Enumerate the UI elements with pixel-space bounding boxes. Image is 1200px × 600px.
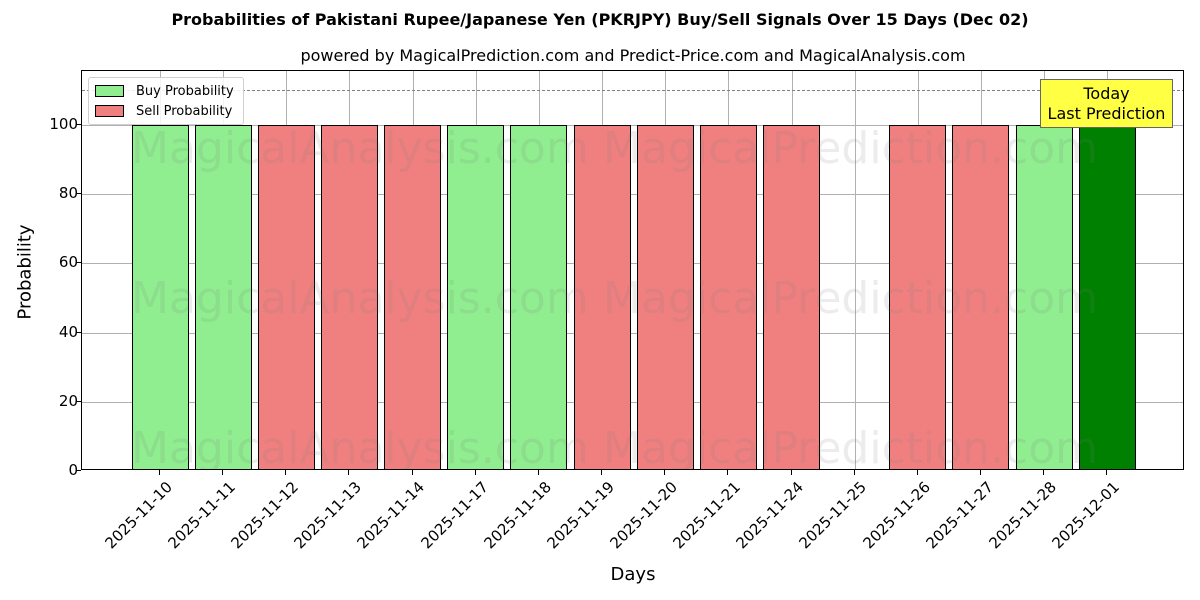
bar-buy-2025-11-18 — [510, 125, 568, 469]
y-tick-mark — [76, 124, 81, 125]
x-tick-mark — [222, 470, 224, 475]
bar-sell-2025-11-14 — [384, 125, 442, 469]
buy-swatch-icon — [95, 85, 124, 97]
y-tick-mark — [76, 470, 81, 471]
x-tick-label: 2025-11-27 — [922, 478, 997, 553]
x-tick-label: 2025-11-14 — [353, 478, 429, 553]
legend: Buy Probability Sell Probability — [88, 77, 244, 125]
x-tick-label: 2025-11-12 — [227, 478, 303, 553]
y-tick-label: 0 — [68, 461, 78, 479]
y-tick-mark — [76, 331, 81, 333]
x-tick-label: 2025-11-17 — [417, 478, 492, 553]
x-tick-mark — [1043, 470, 1045, 475]
grid-line-horizontal — [82, 401, 1183, 403]
plot-area: MagicalAnalysis.comMagicalPrediction.com… — [81, 70, 1184, 470]
bar-sell-2025-11-19 — [573, 125, 631, 469]
x-tick-label: 2025-11-25 — [796, 478, 871, 553]
y-tick-label: 60 — [58, 253, 78, 272]
y-tick-label: 20 — [58, 391, 78, 410]
x-tick-label: 2025-11-13 — [290, 478, 366, 553]
x-tick-mark — [1106, 470, 1108, 475]
y-tick-mark — [76, 262, 81, 264]
x-tick-mark — [537, 470, 539, 475]
grid-line-horizontal — [82, 194, 1183, 196]
bar-sell-2025-11-12 — [257, 125, 315, 469]
y-tick-mark — [76, 400, 81, 402]
bar-buy-2025-11-28 — [1015, 125, 1073, 469]
x-tick-mark — [853, 470, 855, 475]
y-tick-label: 80 — [58, 184, 78, 203]
y-tick-label: 40 — [58, 322, 78, 341]
x-tick-mark — [159, 470, 160, 475]
legend-item-sell: Sell Probability — [95, 103, 232, 119]
x-tick-mark — [348, 470, 350, 475]
grid-line-vertical — [854, 71, 856, 469]
x-tick-label: 2025-11-11 — [164, 478, 239, 553]
x-tick-mark — [285, 470, 287, 475]
x-tick-mark — [474, 470, 476, 475]
x-tick-mark — [979, 470, 981, 475]
x-tick-label: 2025-11-28 — [985, 478, 1060, 553]
grid-line-horizontal — [82, 263, 1183, 265]
x-tick-mark — [790, 470, 792, 475]
bar-sell-2025-11-20 — [636, 125, 694, 469]
legend-item-buy: Buy Probability — [95, 83, 234, 99]
grid-line-horizontal — [82, 125, 1183, 126]
x-tick-label: 2025-11-21 — [669, 478, 745, 553]
x-axis-title: Days — [610, 564, 656, 585]
x-tick-label: 2025-11-18 — [480, 478, 555, 553]
x-tick-mark — [664, 470, 666, 475]
annotation-line1: Today — [1083, 84, 1130, 103]
y-tick-label: 100 — [49, 115, 78, 133]
x-tick-label: 2025-12-01 — [1048, 478, 1123, 553]
bar-buy-2025-11-11 — [194, 125, 252, 469]
bar-sell-2025-11-13 — [320, 125, 378, 469]
y-tick-mark — [76, 193, 81, 195]
chart-subtitle: powered by MagicalPrediction.com and Pre… — [300, 46, 966, 65]
x-tick-mark — [727, 470, 729, 475]
annotation-line2: Last Prediction — [1047, 104, 1166, 123]
x-tick-mark — [601, 470, 603, 475]
x-tick-label: 2025-11-10 — [101, 478, 176, 553]
x-tick-label: 2025-11-26 — [859, 478, 934, 553]
x-tick-label: 2025-11-24 — [732, 478, 808, 553]
bar-buy-2025-11-10 — [131, 125, 189, 469]
bar-sell-2025-11-24 — [763, 125, 820, 469]
legend-buy-label: Buy Probability — [136, 83, 234, 99]
sell-swatch-icon — [95, 105, 124, 117]
x-tick-label: 2025-11-19 — [543, 478, 618, 553]
bar-sell-2025-11-21 — [699, 125, 757, 469]
grid-line-horizontal — [82, 332, 1183, 334]
bar-buy-2025-11-17 — [447, 125, 505, 469]
chart-title: Probabilities of Pakistani Rupee/Japanes… — [171, 10, 1029, 29]
legend-sell-label: Sell Probability — [136, 103, 233, 119]
bar-today-2025-12-01 — [1078, 125, 1136, 469]
bar-sell-2025-11-27 — [952, 125, 1010, 469]
y-axis-title: Probability — [14, 224, 36, 320]
today-annotation: Today Last Prediction — [1040, 79, 1173, 128]
x-tick-mark — [411, 470, 413, 475]
reference-line-dashed — [82, 90, 1183, 92]
bar-sell-2025-11-26 — [889, 125, 947, 469]
x-tick-mark — [916, 470, 918, 475]
x-tick-label: 2025-11-20 — [606, 478, 681, 553]
